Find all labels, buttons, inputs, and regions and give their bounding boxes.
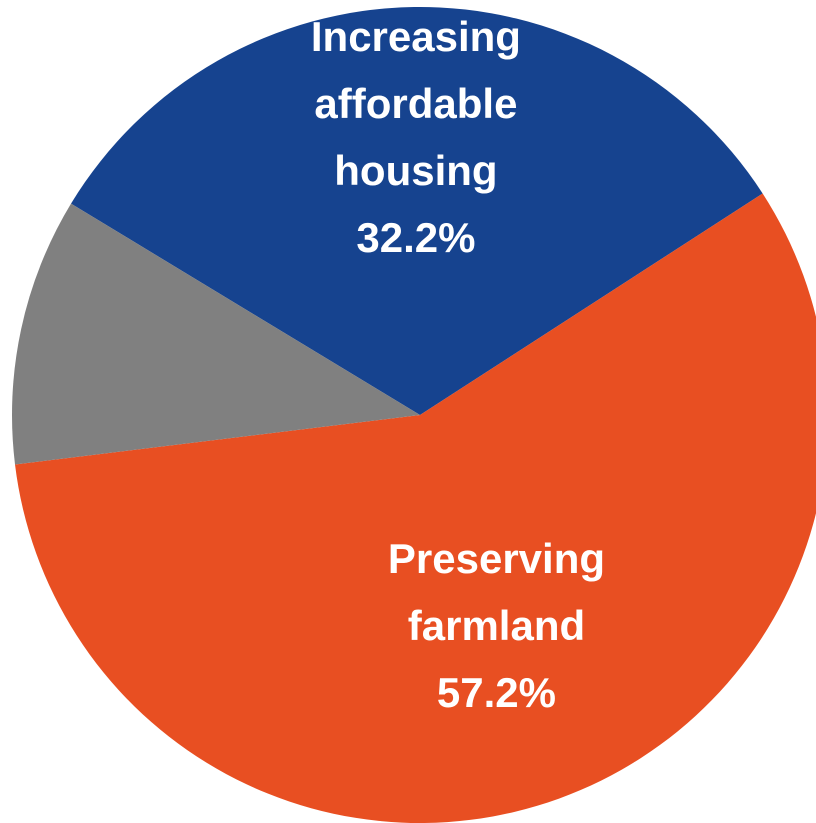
- pie-labels: Increasing affordable housing 32.2% Preservi…: [311, 13, 605, 716]
- slice-name-label: housing: [334, 147, 497, 194]
- slice-label: Preserving farmland 57.2%: [388, 535, 605, 716]
- slice-name-label: Preserving: [388, 535, 605, 582]
- slice-value-label: 57.2%: [437, 669, 556, 716]
- slice-name-label: farmland: [408, 602, 585, 649]
- slice-label: Increasing affordable housing 32.2%: [311, 13, 521, 261]
- pie-slice: [71, 6, 763, 416]
- pie-slice: [15, 193, 816, 823]
- pie-slices: [11, 6, 816, 823]
- slice-value-label: 32.2%: [356, 214, 475, 261]
- pie-slice: [11, 203, 421, 465]
- slice-name-label: Increasing: [311, 13, 521, 60]
- slice-name-label: affordable: [314, 80, 517, 127]
